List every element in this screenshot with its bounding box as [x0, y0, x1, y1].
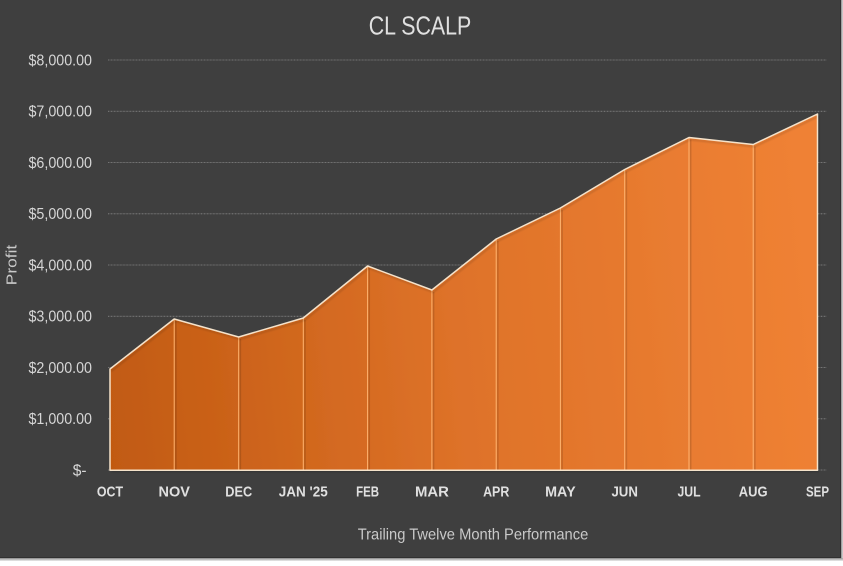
svg-text:NOV: NOV — [159, 484, 190, 501]
svg-text:OCT: OCT — [97, 484, 123, 501]
svg-text:$6,000.00: $6,000.00 — [29, 155, 93, 172]
svg-text:AUG: AUG — [739, 484, 768, 501]
svg-text:Trailing Twelve Month Performa: Trailing Twelve Month Performance — [358, 527, 589, 544]
svg-text:JAN '25: JAN '25 — [279, 484, 328, 501]
svg-text:JUN: JUN — [611, 484, 638, 501]
svg-text:MAY: MAY — [545, 484, 576, 501]
svg-text:DEC: DEC — [225, 484, 252, 501]
svg-text:$4,000.00: $4,000.00 — [29, 257, 93, 274]
svg-text:$7,000.00: $7,000.00 — [29, 104, 93, 121]
svg-text:$8,000.00: $8,000.00 — [29, 52, 93, 69]
svg-text:MAR: MAR — [415, 484, 449, 501]
svg-text:FEB: FEB — [356, 484, 379, 501]
svg-text:$2,000.00: $2,000.00 — [29, 360, 93, 377]
svg-text:APR: APR — [483, 484, 509, 501]
svg-text:JUL: JUL — [677, 484, 700, 501]
svg-text:$1,000.00: $1,000.00 — [29, 411, 93, 428]
svg-text:$-: $- — [73, 462, 87, 479]
svg-text:CL SCALP: CL SCALP — [369, 11, 472, 41]
svg-text:SEP: SEP — [806, 484, 829, 501]
svg-text:$3,000.00: $3,000.00 — [29, 309, 93, 326]
svg-text:Profit: Profit — [4, 244, 21, 285]
svg-text:$5,000.00: $5,000.00 — [29, 206, 93, 223]
